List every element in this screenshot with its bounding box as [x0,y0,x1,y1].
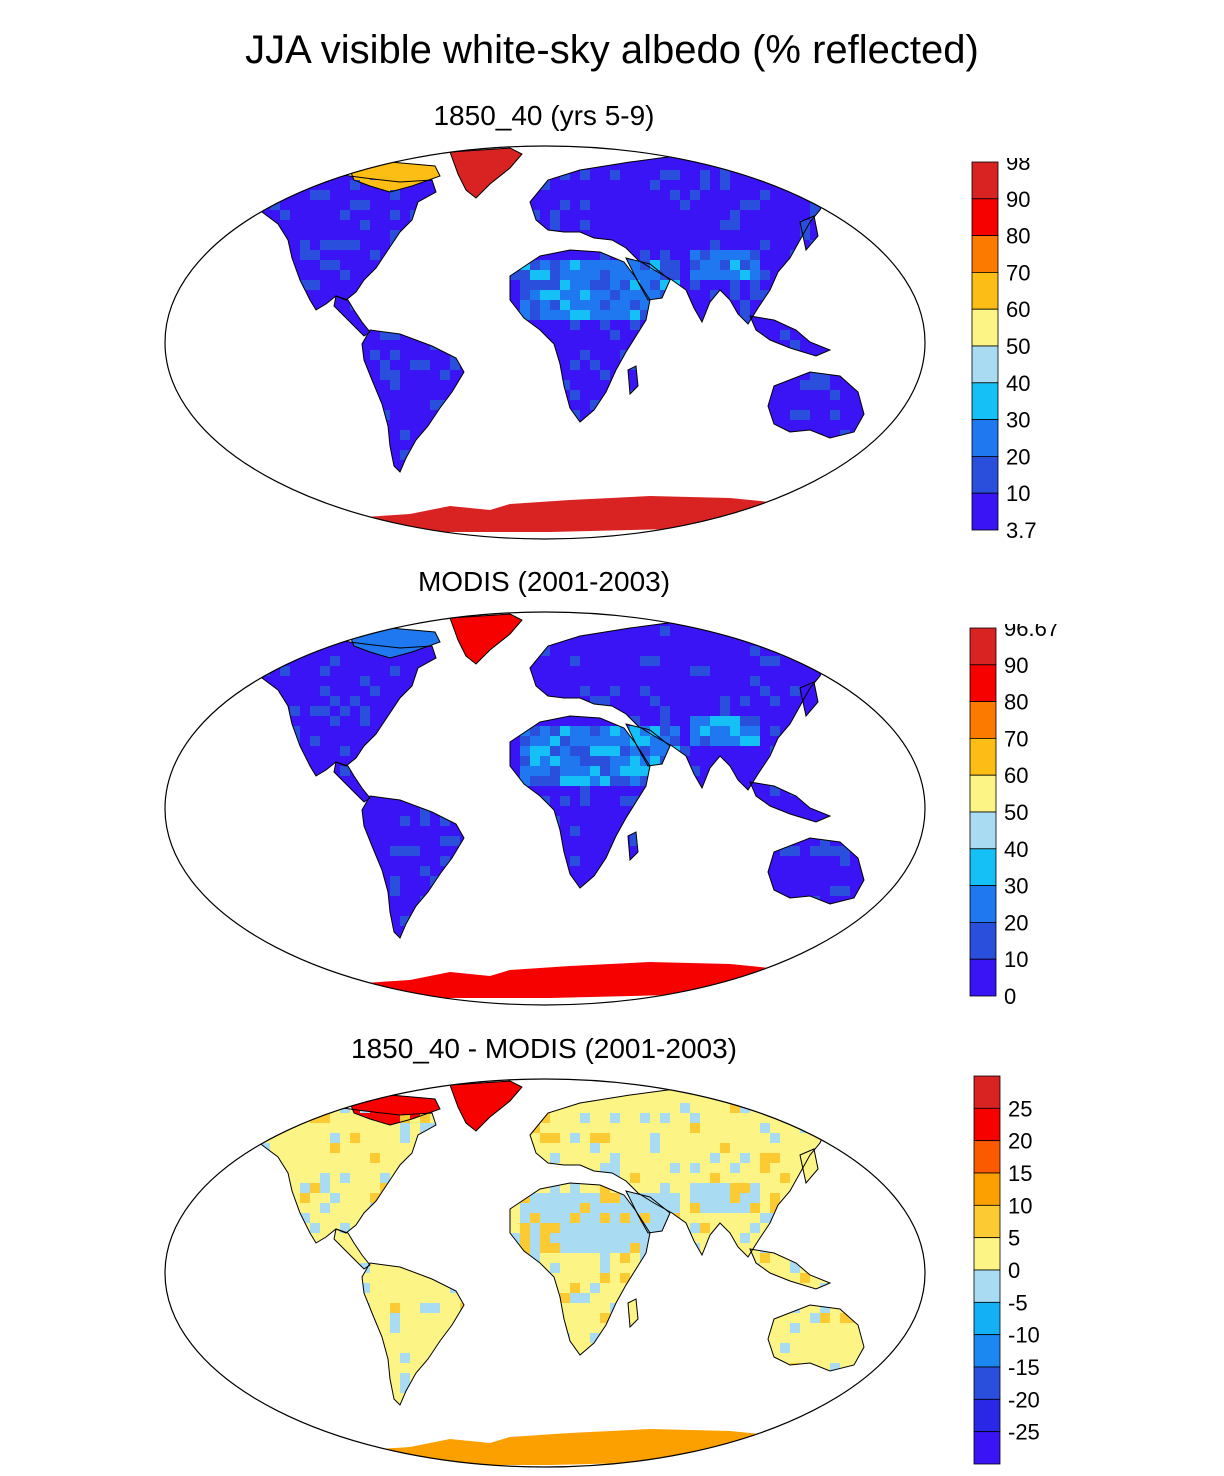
land-greenland [450,148,522,198]
colorbar-label: 40 [1004,837,1028,862]
colorbar-label: 70 [1004,726,1028,751]
map-panel-modis [164,611,926,1006]
land-madagascar [628,1299,638,1327]
colorbar-swatch [971,492,999,531]
colorbar-label: -20 [1008,1387,1040,1412]
map-panel-difference [164,1078,926,1468]
land-arctic-islands [350,162,440,192]
colorbar-model: 98 90 80 70 60 50 40 30 20 10 3.7 [971,158,1037,538]
colorbar-modis: 96.67 90 80 70 60 50 40 30 20 10 0 [969,624,1059,1004]
colorbar-swatch [973,1204,1001,1239]
colorbar-swatch [969,885,997,923]
map-border [164,145,926,540]
colorbar-label: 5 [1008,1226,1020,1251]
colorbar-swatch [971,198,999,236]
colorbar-label: 60 [1004,763,1028,788]
colorbar-label: -5 [1008,1290,1028,1315]
panel-title-model: 1850_40 (yrs 5-9) [433,100,655,131]
land-southAmerica [362,1263,464,1405]
colorbar-difference: 25 20 15 10 5 0 -5 -10 -15 -20 -25 [973,1075,1040,1465]
colorbar-label: 0 [1008,1258,1020,1283]
colorbar-label: 3.7 [1006,518,1037,538]
colorbar-swatch [969,701,997,739]
colorbar-swatch [971,345,999,384]
colorbar-label: 30 [1004,874,1028,899]
colorbar-label: 25 [1008,1096,1032,1121]
colorbar-swatch [969,958,997,997]
colorbar-label: 20 [1006,444,1030,469]
colorbar-swatch [969,627,997,666]
colorbar-label: 20 [1004,910,1028,935]
colorbar-label: 10 [1006,481,1030,506]
colorbar-swatch [969,921,997,960]
colorbar-swatch [973,1172,1001,1206]
map-border [164,611,926,1006]
land-arctic-islands [350,628,440,658]
colorbar-label: 70 [1006,260,1030,285]
colorbar-swatch [969,774,997,813]
colorbar-swatch [973,1301,1001,1336]
colorbar-swatch [973,1431,1001,1465]
map-border [164,1078,926,1468]
colorbar-label: -25 [1008,1420,1040,1445]
land-madagascar [628,366,638,394]
land-antarctica [300,496,800,532]
colorbar-label: 0 [1004,984,1016,1004]
colorbar-swatch [973,1366,1001,1400]
colorbar-label: 90 [1006,187,1030,212]
colorbar-swatch [969,738,997,776]
land-greenland [450,614,522,664]
land-centralAmerica [334,1229,370,1269]
colorbar-label: 20 [1008,1129,1032,1154]
panel-title-difference: 1850_40 - MODIS (2001-2003) [351,1033,737,1064]
colorbar-swatch [971,272,999,310]
colorbar-swatch [971,161,999,200]
colorbar-swatch [971,382,999,421]
colorbar-swatch [969,664,997,702]
land-newZealand [884,898,894,924]
colorbar-swatch [971,455,999,494]
colorbar-label: 80 [1004,690,1028,715]
land-australia [768,372,864,438]
colorbar-swatch [973,1334,1001,1368]
colorbar-swatch [973,1107,1001,1142]
colorbar-label: -15 [1008,1355,1040,1380]
colorbar-swatch [973,1140,1001,1174]
colorbar-label: 98 [1006,158,1030,175]
land-greenland [450,1081,522,1131]
colorbar-label: 60 [1006,297,1030,322]
colorbar-label: 40 [1006,371,1030,396]
colorbar-label: 15 [1008,1161,1032,1186]
colorbar-swatch [973,1075,1001,1109]
colorbar-label: -10 [1008,1323,1040,1348]
colorbar-swatch [971,235,999,273]
colorbar-label: 10 [1004,947,1028,972]
panel-title-modis: MODIS (2001-2003) [417,566,671,597]
figure-title: JJA visible white-sky albedo (% reflecte… [245,28,979,72]
colorbar-swatch [971,419,999,457]
colorbar-label: 50 [1006,334,1030,359]
colorbar-swatch [969,811,997,850]
land-newZealand [884,1365,894,1391]
land-centralAmerica [334,296,370,336]
colorbar-swatch [971,308,999,347]
colorbar-label: 90 [1004,653,1028,678]
colorbar-swatch [969,848,997,887]
land-antarctica [300,962,800,998]
colorbar-swatch [973,1398,1001,1433]
colorbar-label: 30 [1006,408,1030,433]
colorbar-swatch [973,1269,1001,1303]
land-arctic-islands [350,1095,440,1125]
colorbar-label: 96.67 [1004,624,1059,641]
colorbar-label: 80 [1006,224,1030,249]
map-panel-model [164,145,926,540]
colorbar-label: 50 [1004,800,1028,825]
colorbar-swatch [973,1237,1001,1271]
land-newZealand [884,432,894,458]
land-southAmerica [362,796,464,938]
colorbar-label: 10 [1008,1193,1032,1218]
